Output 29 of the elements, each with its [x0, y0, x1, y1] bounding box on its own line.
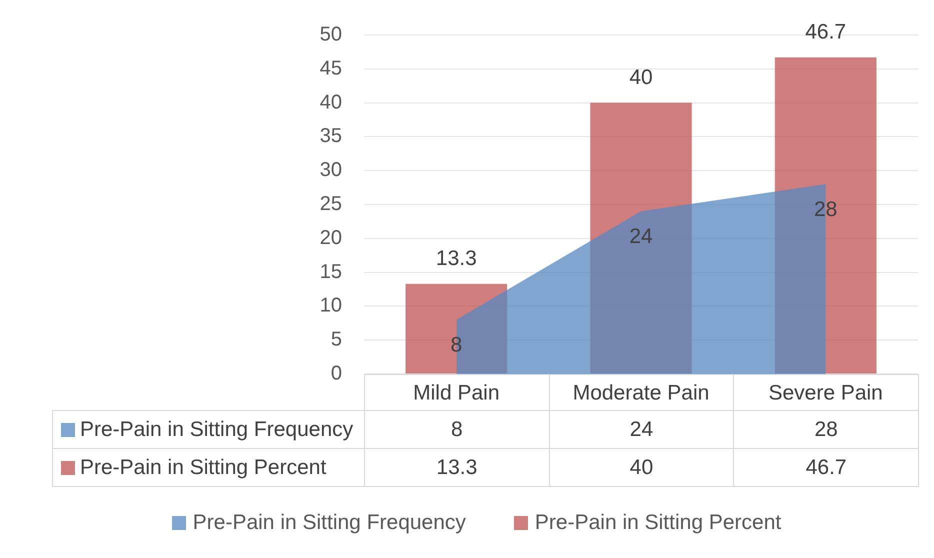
text: 28 — [734, 410, 918, 448]
y-tick-label: 15 — [320, 260, 342, 283]
y-tick-label: 0 — [330, 362, 342, 385]
legend-label: Pre-Pain in Sitting Percent — [80, 456, 326, 480]
y-tick-label: 40 — [320, 91, 342, 114]
y-tick-label: 45 — [320, 57, 342, 80]
data-label: 8 — [450, 334, 462, 357]
y-tick-label: 25 — [320, 193, 342, 216]
text: Pre-Pain in Sitting Percent — [534, 511, 782, 534]
text: 13.3 — [364, 448, 550, 486]
data-label: 24 — [629, 225, 653, 248]
x-tick-label: Severe Pain — [768, 381, 883, 404]
x-tick-label: Moderate Pain — [572, 381, 710, 404]
text: 40 — [549, 448, 734, 486]
y-tick-label: 5 — [330, 328, 342, 351]
y-tick-label: 30 — [320, 159, 342, 182]
data-label: 46.7 — [805, 20, 846, 44]
text: Pre-Pain in Sitting Frequency — [192, 511, 466, 534]
data-label: 40 — [629, 66, 653, 90]
y-tick-label: 10 — [320, 294, 342, 317]
data-label: 13.3 — [436, 247, 477, 270]
y-tick-label: 50 — [320, 24, 342, 46]
text: 8 — [364, 410, 550, 448]
x-tick-label: Mild Pain — [413, 381, 500, 404]
legend-label: Pre-Pain in Sitting Frequency — [80, 418, 354, 442]
y-tick-label: 35 — [320, 125, 342, 148]
y-tick-label: 20 — [320, 226, 342, 249]
text: 46.7 — [734, 448, 918, 486]
text: 24 — [549, 410, 734, 448]
